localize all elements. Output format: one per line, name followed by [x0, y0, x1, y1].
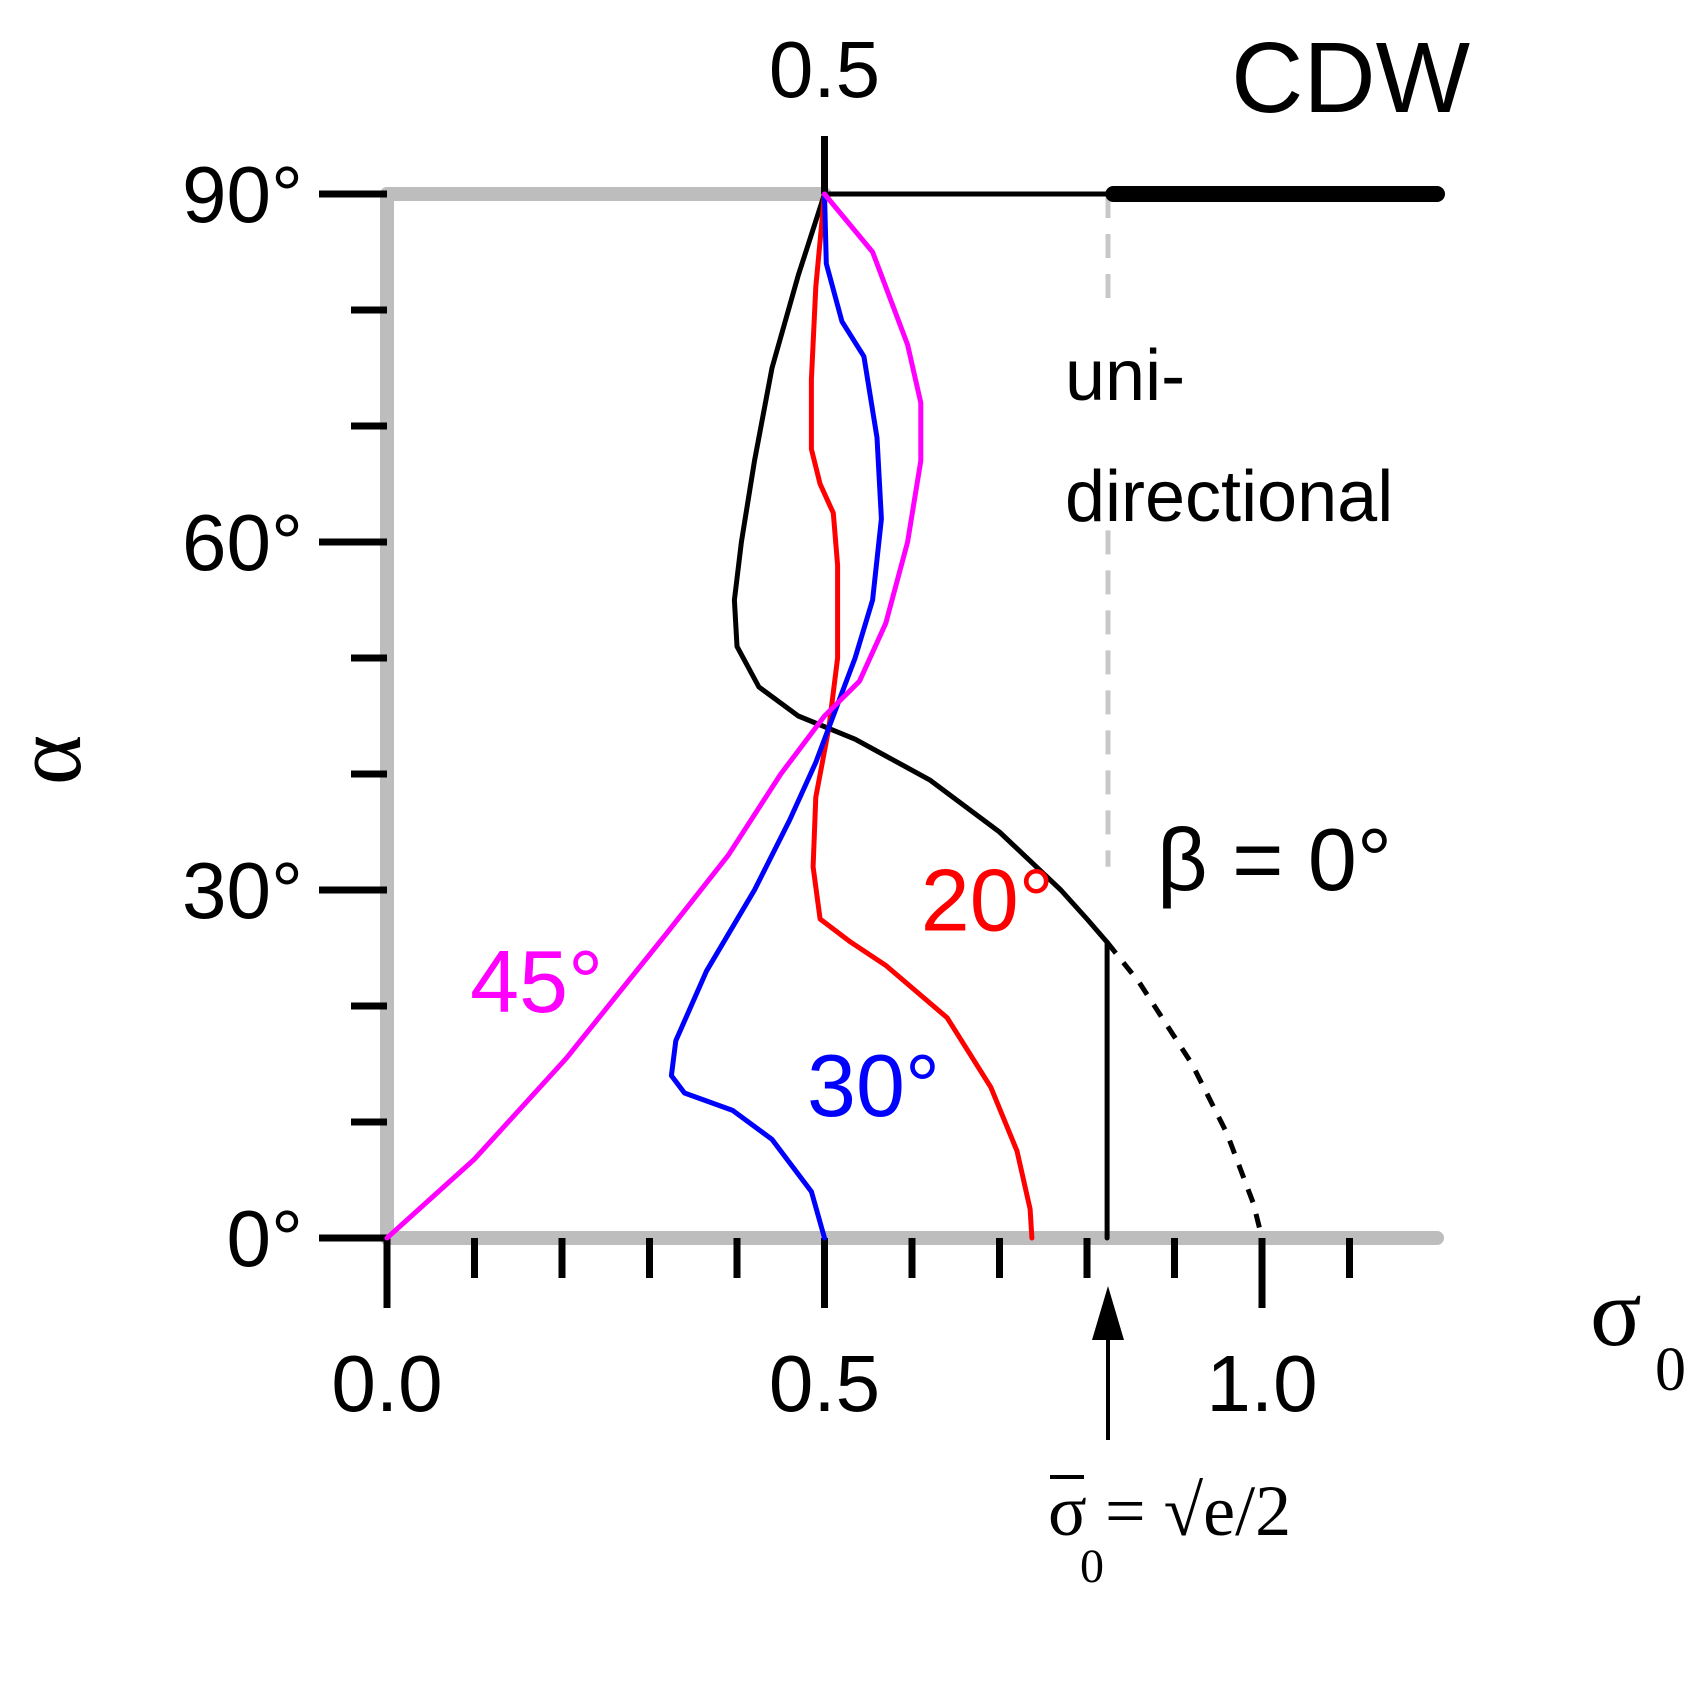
- top-tick-label: 0.5: [769, 25, 880, 114]
- series-label-1: 20°: [921, 851, 1054, 950]
- x-axis-label: σ: [1590, 1259, 1642, 1366]
- y-axis-label: α: [0, 735, 101, 785]
- series-line-3: [384, 191, 924, 1241]
- y-axis-ticks: [319, 190, 387, 1242]
- series-label-0: β = 0°: [1157, 810, 1392, 909]
- x-axis-ticks: [383, 1238, 1353, 1308]
- series-line-2: [668, 191, 884, 1241]
- y-tick-label: 90°: [182, 150, 303, 239]
- x-tick-labels: 0.0 0.5 1.0: [331, 1339, 1317, 1428]
- series-line-1: [808, 191, 1035, 1241]
- y-tick-label: 0°: [227, 1194, 303, 1283]
- y-tick-label: 30°: [182, 846, 303, 935]
- x-tick-label: 1.0: [1206, 1339, 1317, 1428]
- series-dashed-branch: [1105, 940, 1265, 1239]
- x-tick-label: 0.5: [769, 1339, 880, 1428]
- y-tick-label: 60°: [182, 498, 303, 587]
- series-label-3: 45°: [470, 932, 603, 1031]
- region-label-line1: uni-: [1065, 336, 1185, 416]
- series-line-0: [731, 191, 1110, 1241]
- y-tick-labels: 0° 30° 60° 90°: [182, 150, 303, 1283]
- sigma-bar-formula: = √e/2: [1105, 1471, 1291, 1551]
- x-tick-label: 0.0: [331, 1339, 442, 1428]
- sigma-bar-arrowhead: [1092, 1286, 1124, 1340]
- sigma-bar-symbol: σ: [1048, 1471, 1087, 1551]
- series-labels: β = 0° 20° 30° 45°: [470, 810, 1392, 1135]
- sigma-bar-subscript: 0: [1080, 1540, 1104, 1593]
- series-label-2: 30°: [807, 1036, 940, 1135]
- region-label-line2: directional: [1065, 457, 1393, 537]
- series-layer: [384, 186, 1445, 1241]
- x-axis-label-subscript: 0: [1655, 1336, 1686, 1404]
- chart-title: CDW: [1231, 22, 1470, 134]
